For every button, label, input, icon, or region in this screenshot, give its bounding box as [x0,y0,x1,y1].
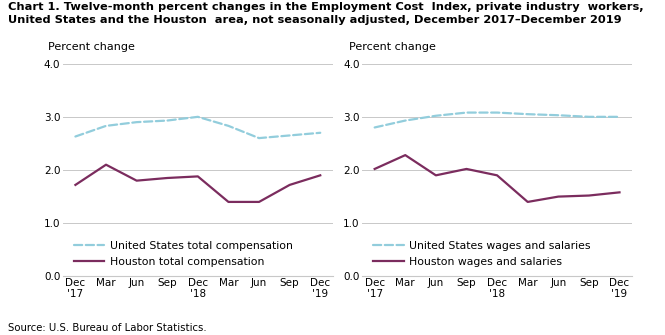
Legend: United States wages and salaries, Houston wages and salaries: United States wages and salaries, Housto… [373,241,591,267]
Text: Percent change: Percent change [48,42,135,52]
Text: Percent change: Percent change [349,42,436,52]
Legend: United States total compensation, Houston total compensation: United States total compensation, Housto… [74,241,293,267]
Text: Chart 1. Twelve-month percent changes in the Employment Cost  Index, private ind: Chart 1. Twelve-month percent changes in… [8,2,644,12]
Text: United States and the Houston  area, not seasonally adjusted, December 2017–Dece: United States and the Houston area, not … [8,15,622,25]
Text: Source: U.S. Bureau of Labor Statistics.: Source: U.S. Bureau of Labor Statistics. [8,323,207,333]
